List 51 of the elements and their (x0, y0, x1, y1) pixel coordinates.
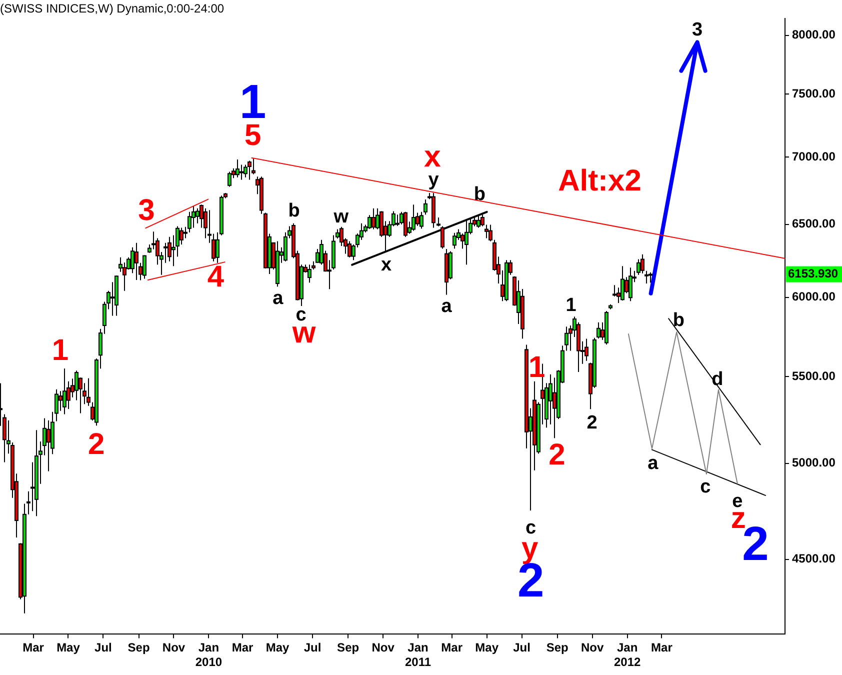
x-tick-label: Sep (128, 640, 150, 655)
x-tick-label: Mar (232, 640, 254, 655)
x-tick-label: May (266, 640, 290, 655)
annotation: b (288, 200, 300, 222)
x-tick-label: Nov (372, 640, 395, 655)
text: 6153.930 (788, 266, 838, 281)
annotation: w (332, 206, 349, 228)
annotation: 3 (138, 194, 155, 227)
annotation: 4 (207, 260, 224, 294)
x-tick-label: Jul (513, 640, 530, 655)
annotation: 2 (548, 438, 566, 472)
x-tick-label: Nov (581, 640, 604, 655)
annotation: x (381, 254, 392, 276)
x-tick-label: Jan 2010 (195, 640, 222, 670)
annotation: 1 (566, 294, 577, 316)
x-tick-label: Sep (546, 640, 568, 655)
y-tick-label: 6500.00 (792, 216, 836, 231)
x-tick-label: Jul (94, 640, 112, 655)
annotation: b (474, 184, 486, 205)
annotation: e (732, 490, 743, 512)
annotation: c (526, 518, 537, 539)
x-tick-label: Jan 2011 (404, 640, 432, 670)
x-tick-label: Sep (337, 640, 360, 655)
y-tick-label: 6000.00 (792, 290, 836, 304)
y-tick-label: 7500.00 (792, 86, 836, 100)
y-tick-label: 5000.00 (792, 456, 836, 470)
chart-title: (SWISS INDICES,W) Dynamic,0:00-24:00 (0, 2, 224, 16)
y-tick-label: 7000.00 (792, 149, 836, 164)
annotation: a (441, 296, 452, 317)
annotation: Alt:x2 (558, 164, 642, 198)
annotation: 2 (586, 412, 598, 434)
y-tick-label: 4500.00 (792, 552, 836, 566)
y-tick-label: 5500.00 (792, 368, 836, 383)
annotation: 2 (88, 428, 105, 461)
y-tick-label: 8000.00 (792, 28, 836, 42)
annotation: a (272, 288, 284, 309)
x-tick-label: Mar (651, 640, 673, 655)
x-tick-label: Jan 2012 (614, 640, 641, 670)
annotation: d (712, 369, 724, 390)
x-tick-label: May (56, 640, 80, 655)
x-tick-label: Mar (441, 640, 463, 655)
x-tick-label: Mar (22, 640, 44, 655)
annotation: 1 (52, 334, 69, 367)
annotation: 3 (692, 19, 703, 40)
annotation: c (700, 476, 712, 498)
annotation: 1 (528, 350, 546, 384)
annotation: b (672, 310, 684, 332)
x-tick-label: Nov (162, 640, 186, 655)
annotation: a (648, 452, 659, 474)
x-tick-label: Jul (304, 640, 322, 655)
x-tick-label: May (475, 640, 499, 655)
